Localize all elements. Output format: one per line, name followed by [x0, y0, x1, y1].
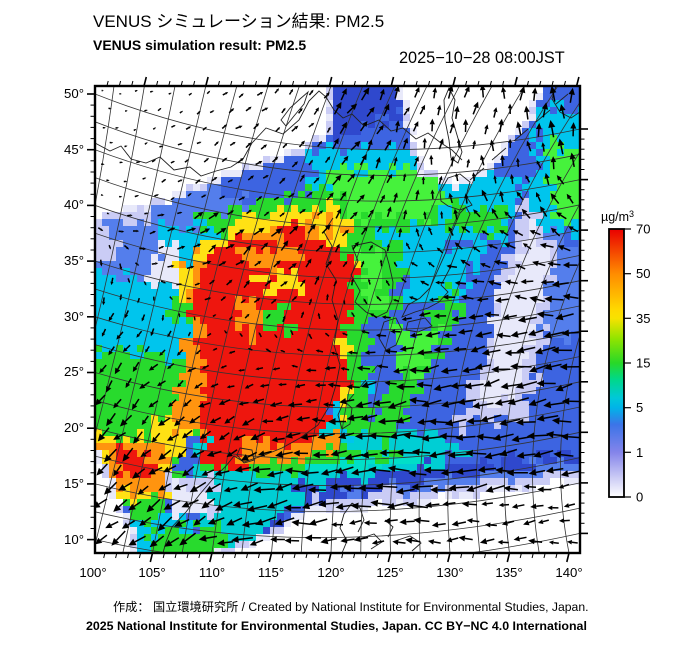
svg-text:30°: 30° [64, 309, 84, 324]
svg-text:140°: 140° [555, 565, 582, 580]
svg-text:20°: 20° [64, 420, 84, 435]
svg-text:15: 15 [636, 356, 650, 371]
svg-text:作成： 国立環境研究所 / Created by Natio: 作成： 国立環境研究所 / Created by National Instit… [113, 599, 589, 614]
svg-text:2025−10−28 08:00JST: 2025−10−28 08:00JST [399, 49, 565, 67]
svg-text:50°: 50° [64, 86, 84, 101]
svg-text:35°: 35° [64, 253, 84, 268]
svg-text:110°: 110° [199, 565, 225, 580]
svg-text:VENUS シミュレーション結果: PM2.5: VENUS シミュレーション結果: PM2.5 [93, 12, 384, 31]
svg-text:135°: 135° [495, 565, 522, 580]
svg-text:5: 5 [636, 400, 643, 415]
svg-text:VENUS simulation result: PM2.5: VENUS simulation result: PM2.5 [93, 37, 306, 53]
svg-text:100°: 100° [79, 565, 106, 580]
svg-text:15°: 15° [64, 476, 84, 491]
svg-text:115°: 115° [258, 565, 284, 580]
svg-text:25°: 25° [64, 364, 84, 379]
svg-text:70: 70 [636, 222, 650, 237]
svg-text:125°: 125° [376, 565, 403, 580]
svg-text:2025 National Institute for En: 2025 National Institute for Environmenta… [86, 619, 587, 633]
svg-text:µg/m3: µg/m3 [601, 209, 634, 224]
svg-text:130°: 130° [436, 565, 463, 580]
svg-text:120°: 120° [317, 565, 344, 580]
svg-text:35: 35 [636, 311, 650, 326]
svg-text:45°: 45° [64, 142, 84, 157]
svg-text:50: 50 [636, 266, 650, 281]
svg-text:1: 1 [636, 445, 643, 460]
svg-text:105°: 105° [138, 565, 165, 580]
svg-text:40°: 40° [64, 197, 84, 212]
svg-text:10°: 10° [64, 532, 84, 547]
svg-text:0: 0 [636, 490, 643, 505]
